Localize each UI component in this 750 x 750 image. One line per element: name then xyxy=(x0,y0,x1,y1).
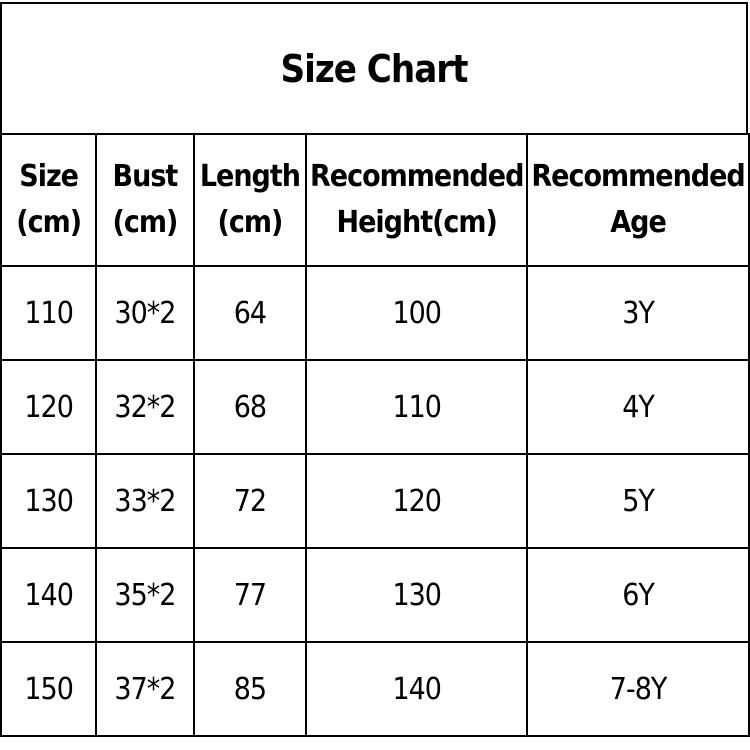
header-bust: Bust (cm) xyxy=(95,133,195,267)
header-line: (cm) xyxy=(112,205,179,240)
cell-length: 64 xyxy=(192,265,308,361)
table-row: 120 32*2 68 110 4Y xyxy=(0,359,750,455)
cell-bust: 37*2 xyxy=(95,641,195,737)
cell-age: 4Y xyxy=(526,359,750,455)
header-line: Size xyxy=(19,159,79,194)
header-line: (cm) xyxy=(217,205,284,240)
cell-age: 5Y xyxy=(526,453,750,549)
header-line: Length xyxy=(199,159,301,194)
cell-height: 120 xyxy=(305,453,529,549)
cell-bust: 30*2 xyxy=(95,265,195,361)
cell-length: 72 xyxy=(192,453,308,549)
cell-height: 130 xyxy=(305,547,529,643)
cell-size: 120 xyxy=(0,359,98,455)
table-row: 150 37*2 85 140 7-8Y xyxy=(0,641,750,737)
header-size: Size (cm) xyxy=(0,133,98,267)
chart-title: Size Chart xyxy=(0,2,748,133)
cell-bust: 32*2 xyxy=(95,359,195,455)
header-length: Length (cm) xyxy=(192,133,308,267)
header-height: Recommended Height(cm) xyxy=(305,133,529,267)
header-row: Size (cm) Bust (cm) Length (cm) Recommended… xyxy=(0,133,750,267)
cell-bust: 35*2 xyxy=(95,547,195,643)
header-line: Bust xyxy=(112,159,179,194)
header-line: (cm) xyxy=(16,205,82,240)
header-age: Recommended Age xyxy=(526,133,750,267)
cell-length: 68 xyxy=(192,359,308,455)
cell-age: 3Y xyxy=(526,265,750,361)
header-line: Recommended xyxy=(531,159,745,194)
cell-size: 140 xyxy=(0,547,98,643)
table-row: 110 30*2 64 100 3Y xyxy=(0,265,750,361)
cell-size: 150 xyxy=(0,641,98,737)
table-row: 140 35*2 77 130 6Y xyxy=(0,547,750,643)
cell-height: 100 xyxy=(305,265,529,361)
cell-height: 110 xyxy=(305,359,529,455)
cell-bust: 33*2 xyxy=(95,453,195,549)
cell-height: 140 xyxy=(305,641,529,737)
cell-size: 130 xyxy=(0,453,98,549)
cell-age: 7-8Y xyxy=(526,641,750,737)
size-table: Size (cm) Bust (cm) Length (cm) Recommended… xyxy=(0,133,750,737)
header-line: Age xyxy=(610,205,667,240)
cell-length: 85 xyxy=(192,641,308,737)
table-row: 130 33*2 72 120 5Y xyxy=(0,453,750,549)
cell-age: 6Y xyxy=(526,547,750,643)
header-line: Recommended xyxy=(310,159,524,194)
header-line: Height(cm) xyxy=(336,205,498,240)
cell-size: 110 xyxy=(0,265,98,361)
cell-length: 77 xyxy=(192,547,308,643)
